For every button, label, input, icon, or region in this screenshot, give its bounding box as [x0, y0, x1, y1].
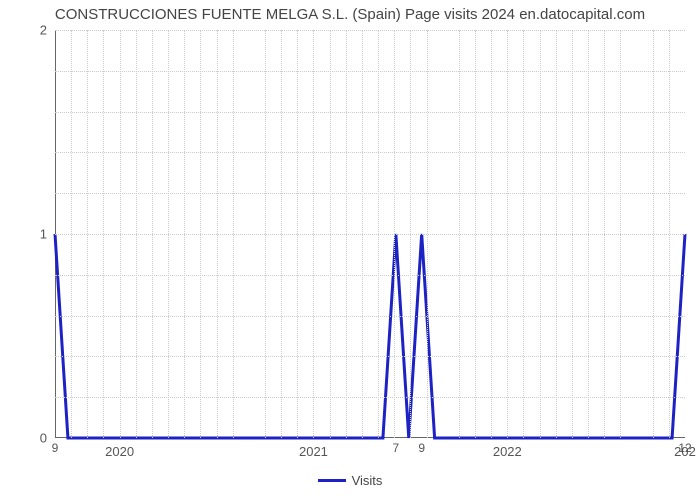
grid-vertical-minor [184, 30, 185, 438]
grid-vertical-minor [604, 30, 605, 438]
grid-vertical-minor [653, 30, 654, 438]
grid-vertical [313, 30, 314, 438]
x-tick-label: 2022 [493, 438, 522, 459]
grid-vertical-minor [103, 30, 104, 438]
visits-polyline [55, 234, 685, 438]
legend-swatch [318, 479, 346, 482]
grid-horizontal-minor [55, 152, 685, 153]
grid-vertical-minor [620, 30, 621, 438]
grid-horizontal-minor [55, 193, 685, 194]
grid-vertical-minor [556, 30, 557, 438]
grid-horizontal [55, 234, 685, 235]
y-tick-label: 1 [40, 227, 55, 242]
grid-vertical-minor [491, 30, 492, 438]
grid-vertical-minor [265, 30, 266, 438]
grid-vertical-minor [346, 30, 347, 438]
grid-horizontal-minor [55, 316, 685, 317]
visits-chart: CONSTRUCCIONES FUENTE MELGA S.L. (Spain)… [0, 0, 700, 500]
grid-vertical-minor [588, 30, 589, 438]
grid-horizontal-minor [55, 397, 685, 398]
grid-vertical [120, 30, 121, 438]
grid-vertical-minor [378, 30, 379, 438]
grid-horizontal-minor [55, 71, 685, 72]
legend-label: Visits [352, 473, 383, 488]
grid-vertical-minor [87, 30, 88, 438]
grid-vertical-minor [475, 30, 476, 438]
grid-horizontal-minor [55, 356, 685, 357]
grid-vertical-minor [394, 30, 395, 438]
data-point-label: 9 [52, 441, 59, 455]
data-point-label: 12 [678, 441, 691, 455]
x-tick-label: 2020 [105, 438, 134, 459]
plot-area: 01220202021202220297912 [55, 30, 685, 438]
grid-vertical-minor [572, 30, 573, 438]
grid-horizontal [55, 30, 685, 31]
grid-vertical [507, 30, 508, 438]
grid-vertical-minor [168, 30, 169, 438]
grid-vertical-minor [362, 30, 363, 438]
grid-vertical-minor [152, 30, 153, 438]
grid-vertical-minor [281, 30, 282, 438]
grid-vertical-minor [330, 30, 331, 438]
grid-vertical-minor [233, 30, 234, 438]
grid-vertical-minor [459, 30, 460, 438]
legend: Visits [0, 472, 700, 488]
grid-vertical-minor [297, 30, 298, 438]
grid-vertical-minor [427, 30, 428, 438]
grid-vertical-minor [669, 30, 670, 438]
grid-vertical-minor [523, 30, 524, 438]
data-point-label: 9 [418, 441, 425, 455]
grid-horizontal-minor [55, 112, 685, 113]
x-tick-label: 2021 [299, 438, 328, 459]
chart-title: CONSTRUCCIONES FUENTE MELGA S.L. (Spain)… [0, 6, 700, 23]
data-point-label: 7 [393, 441, 400, 455]
grid-vertical-minor [410, 30, 411, 438]
y-tick-label: 2 [40, 23, 55, 38]
grid-vertical-minor [200, 30, 201, 438]
grid-horizontal-minor [55, 275, 685, 276]
grid-vertical-minor [217, 30, 218, 438]
grid-vertical-minor [540, 30, 541, 438]
grid-vertical-minor [71, 30, 72, 438]
grid-vertical-minor [136, 30, 137, 438]
